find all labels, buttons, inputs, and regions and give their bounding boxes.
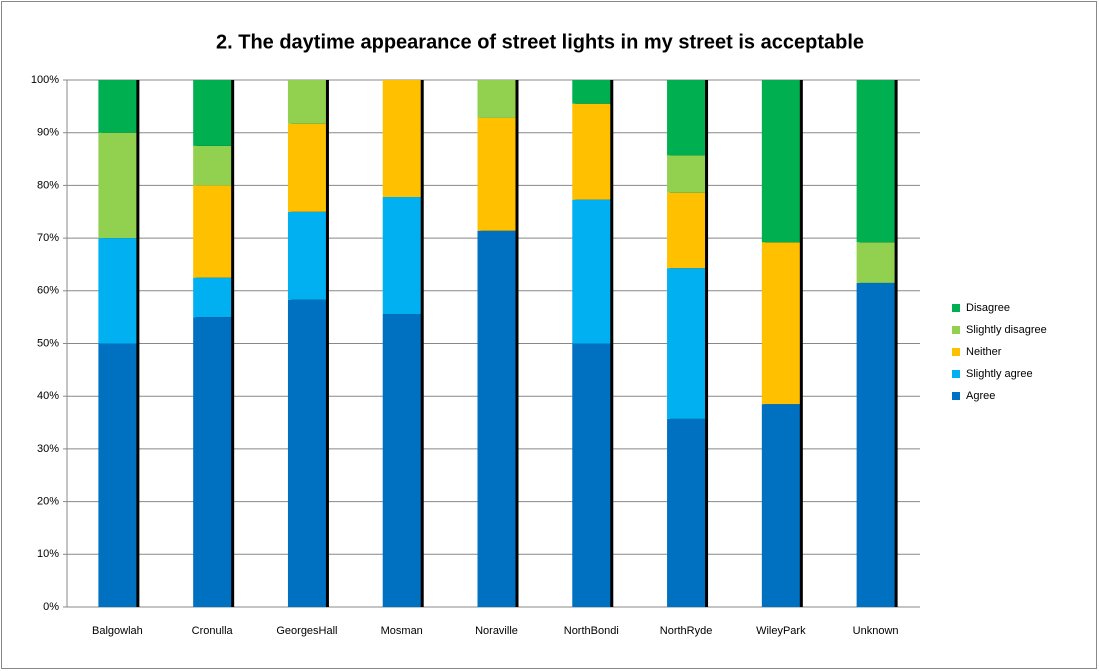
bar-segment — [761, 404, 800, 607]
bar-segment — [193, 145, 232, 186]
bar-segment — [761, 242, 800, 405]
x-tick-label: WileyPark — [756, 625, 806, 637]
bar-segment — [382, 80, 421, 197]
bar-segment — [856, 242, 895, 283]
x-tick-label: NorthRyde — [660, 625, 713, 637]
legend-swatch — [952, 326, 960, 334]
bar-segment — [382, 313, 421, 607]
bar-segment — [477, 230, 516, 608]
y-tick-label: 60% — [37, 285, 59, 297]
bar-segment — [667, 80, 706, 156]
bar-segment — [98, 80, 137, 133]
x-tick-label: Noraville — [475, 625, 518, 637]
bar-segment — [98, 343, 137, 607]
legend-swatch — [952, 370, 960, 378]
legend-swatch — [952, 348, 960, 356]
bar-segment — [193, 277, 232, 318]
y-tick-label: 70% — [37, 232, 59, 244]
bar-segment — [856, 80, 895, 243]
y-tick-label: 0% — [43, 601, 59, 613]
bar-segment — [287, 80, 326, 124]
x-tick-label: Mosman — [381, 625, 423, 637]
bar-segment — [98, 238, 137, 344]
x-tick-label: Cronulla — [192, 625, 234, 637]
legend-swatch — [952, 392, 960, 400]
y-tick-label: 10% — [37, 548, 59, 560]
y-tick-label: 100% — [31, 74, 59, 86]
bar-segment — [572, 80, 611, 104]
legend-label: Disagree — [966, 302, 1010, 314]
bar-segment — [382, 196, 421, 314]
legend-swatch — [952, 304, 960, 312]
y-tick-label: 20% — [37, 496, 59, 508]
bar-segment — [667, 192, 706, 269]
legend-label: Slightly agree — [966, 368, 1033, 380]
y-tick-label: 80% — [37, 179, 59, 191]
chart-title: 2. The daytime appearance of street ligh… — [216, 31, 864, 53]
bar-segment — [856, 282, 895, 607]
bar-segment — [193, 185, 232, 278]
bar-segment — [193, 317, 232, 607]
bar-segment — [193, 80, 232, 146]
bar-segment — [98, 132, 137, 239]
bar-segment — [572, 199, 611, 344]
y-tick-label: 40% — [37, 390, 59, 402]
bar-segment — [287, 123, 326, 212]
y-tick-label: 50% — [37, 337, 59, 349]
x-tick-label: Balgowlah — [92, 625, 143, 637]
bar-segment — [477, 80, 516, 118]
legend-label: Agree — [966, 390, 995, 402]
legend-label: Neither — [966, 346, 1002, 358]
x-tick-label: GeorgesHall — [276, 625, 337, 637]
y-tick-label: 30% — [37, 443, 59, 455]
bar-segment — [761, 80, 800, 243]
bar-segment — [667, 418, 706, 607]
bar-segment — [667, 268, 706, 419]
legend-label: Slightly disagree — [966, 324, 1047, 336]
x-tick-label: Unknown — [853, 625, 899, 637]
bar-segment — [287, 299, 326, 607]
bar-segment — [572, 343, 611, 607]
y-tick-label: 90% — [37, 127, 59, 139]
bar-segment — [287, 211, 326, 300]
bar-segment — [572, 103, 611, 200]
x-tick-label: NorthBondi — [564, 625, 619, 637]
bar-segment — [477, 117, 516, 231]
bar-segment — [667, 155, 706, 193]
